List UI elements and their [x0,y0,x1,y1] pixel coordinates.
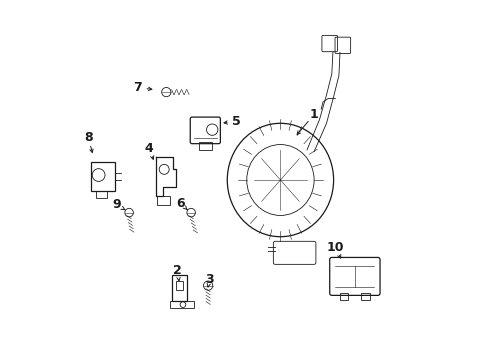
Bar [96,191,107,198]
Bar [361,293,370,300]
Text: 3: 3 [205,274,214,287]
Bar [176,281,183,290]
Bar [157,196,170,205]
Text: 10: 10 [327,241,344,254]
Bar [340,293,348,300]
Bar [91,162,115,191]
Text: 2: 2 [173,264,182,277]
Text: 8: 8 [84,131,93,144]
Text: 1: 1 [310,108,318,121]
Bar [199,142,212,150]
Text: 4: 4 [145,141,154,154]
Text: 7: 7 [134,81,142,94]
Text: 6: 6 [176,197,185,210]
Bar [170,301,194,308]
Text: 5: 5 [232,115,241,128]
Bar [172,275,187,301]
Text: 9: 9 [112,198,121,211]
